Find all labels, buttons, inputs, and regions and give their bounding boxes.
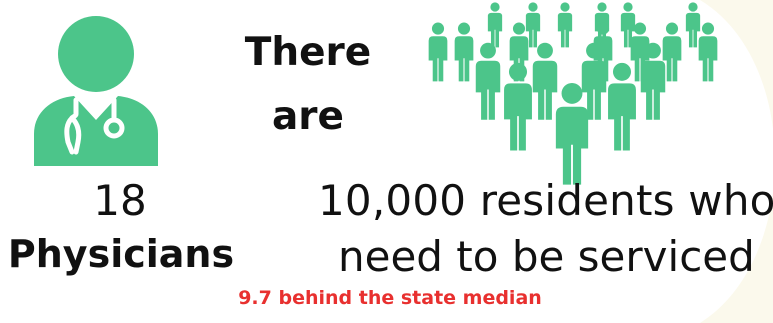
person-icon: [608, 62, 636, 151]
residents-line-2: need to be serviced: [338, 232, 755, 281]
heading-are: are: [271, 94, 344, 139]
person-icon: [581, 42, 607, 120]
person-icon: [557, 2, 573, 48]
physician-label: Physicians: [7, 232, 235, 276]
person-icon: [475, 42, 501, 120]
person-icon: [428, 22, 448, 82]
person-icon: [698, 22, 718, 82]
person-icon: [532, 42, 558, 120]
person-icon: [454, 22, 474, 82]
person-icon: [685, 2, 701, 48]
physician-count: 18: [93, 176, 147, 225]
person-icon: [504, 62, 532, 151]
person-icon: [487, 2, 503, 48]
person-icon: [525, 2, 541, 48]
heading-there: There: [244, 30, 372, 75]
residents-line-1: 10,000 residents who: [318, 176, 773, 225]
person-icon: [555, 82, 589, 185]
person-icon: [640, 42, 666, 120]
person-icon: [662, 22, 682, 82]
footnote-state-median: 9.7 behind the state median: [238, 287, 542, 309]
doctor-icon: [34, 16, 158, 166]
